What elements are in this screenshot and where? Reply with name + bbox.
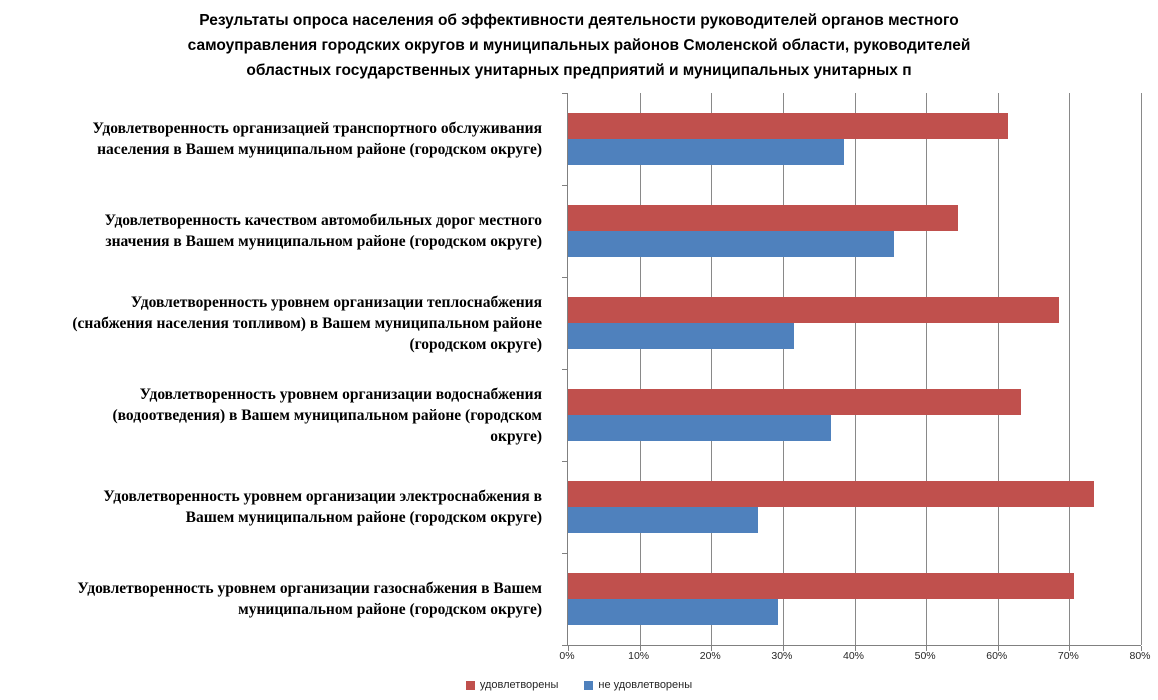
bar-not-satisfied (568, 323, 794, 349)
x-axis-tick-label: 70% (1057, 650, 1079, 662)
bar-not-satisfied (568, 507, 758, 533)
legend-label: не удовлетворены (598, 679, 693, 691)
y-axis-tick-mark (562, 93, 567, 94)
x-axis-tick-mark (782, 646, 784, 651)
x-axis-tick-label: 20% (699, 650, 721, 662)
gridline (782, 93, 784, 645)
bar-satisfied (568, 389, 1022, 415)
bar-row (568, 185, 1141, 277)
chart-title: Результаты опроса населения об эффективн… (0, 8, 1158, 83)
x-axis-tick-mark (854, 646, 856, 651)
bar-row (568, 553, 1141, 645)
x-axis-tick-label: 60% (986, 650, 1008, 662)
y-axis-tick-mark (562, 369, 567, 370)
bar-row (568, 461, 1141, 553)
x-axis-tick-mark (926, 646, 928, 651)
category-label: Удовлетворенность уровнем организации га… (77, 580, 542, 618)
category-label: Удовлетворенность уровнем организации те… (72, 293, 542, 353)
y-axis-tick-mark (562, 185, 567, 186)
x-axis-tick-label: 80% (1129, 650, 1151, 662)
chart-title-line-2: самоуправления городских округов и муниц… (187, 37, 971, 54)
y-axis-tick-mark (562, 461, 567, 462)
chart-title-line-1: Результаты опроса населения об эффективн… (199, 12, 959, 29)
bar-not-satisfied (568, 231, 894, 257)
gridline (639, 93, 641, 645)
legend-swatch-icon (465, 680, 475, 690)
x-axis-tick-mark (568, 646, 569, 651)
y-axis-tick-mark (562, 645, 567, 646)
bar-row (568, 93, 1141, 185)
bar-satisfied (568, 113, 1009, 139)
y-axis-tick-mark (562, 277, 567, 278)
bar-satisfied (568, 573, 1075, 599)
x-axis-tick-mark (639, 646, 641, 651)
legend: удовлетворены не удовлетворены (0, 679, 1158, 691)
legend-item-satisfied: удовлетворены (465, 679, 559, 691)
bar-row (568, 369, 1141, 461)
chart-title-line-3: областных государственных унитарных пред… (246, 62, 912, 79)
category-label: Удовлетворенность организацией транспорт… (92, 120, 543, 158)
legend-item-not-satisfied: не удовлетворены (584, 679, 692, 691)
bar-not-satisfied (568, 599, 778, 625)
gridline (711, 93, 713, 645)
bar-not-satisfied (568, 415, 831, 441)
gridline (1069, 93, 1071, 645)
category-label: Удовлетворенность уровнем организации во… (112, 385, 542, 445)
legend-label: удовлетворены (479, 679, 559, 691)
y-axis-tick-mark (562, 553, 567, 554)
x-axis-tick-mark (1141, 646, 1142, 651)
gridline (997, 93, 999, 645)
plot-area (562, 93, 1142, 651)
bar-satisfied (568, 205, 959, 231)
category-label: Удовлетворенность уровнем организации эл… (103, 488, 542, 526)
category-axis-labels: Удовлетворенность организацией транспорт… (0, 93, 555, 645)
x-axis-tick-label: 50% (914, 650, 936, 662)
x-axis-tick-mark (711, 646, 713, 651)
x-axis-tick-mark (997, 646, 999, 651)
bar-row (568, 277, 1141, 369)
bar-satisfied (568, 481, 1095, 507)
legend-swatch-icon (584, 680, 594, 690)
x-axis-tick-label: 30% (771, 650, 793, 662)
category-label: Удовлетворенность качеством автомобильны… (104, 212, 542, 250)
x-axis-tick-label: 40% (842, 650, 865, 662)
gridline (1141, 93, 1142, 645)
gridline (926, 93, 928, 645)
bar-not-satisfied (568, 139, 844, 165)
x-axis-tick-mark (1069, 646, 1071, 651)
bar-satisfied (568, 297, 1059, 323)
x-axis-tick-label: 10% (628, 650, 650, 662)
gridline (854, 93, 856, 645)
x-axis-tick-label: 0% (559, 650, 575, 662)
